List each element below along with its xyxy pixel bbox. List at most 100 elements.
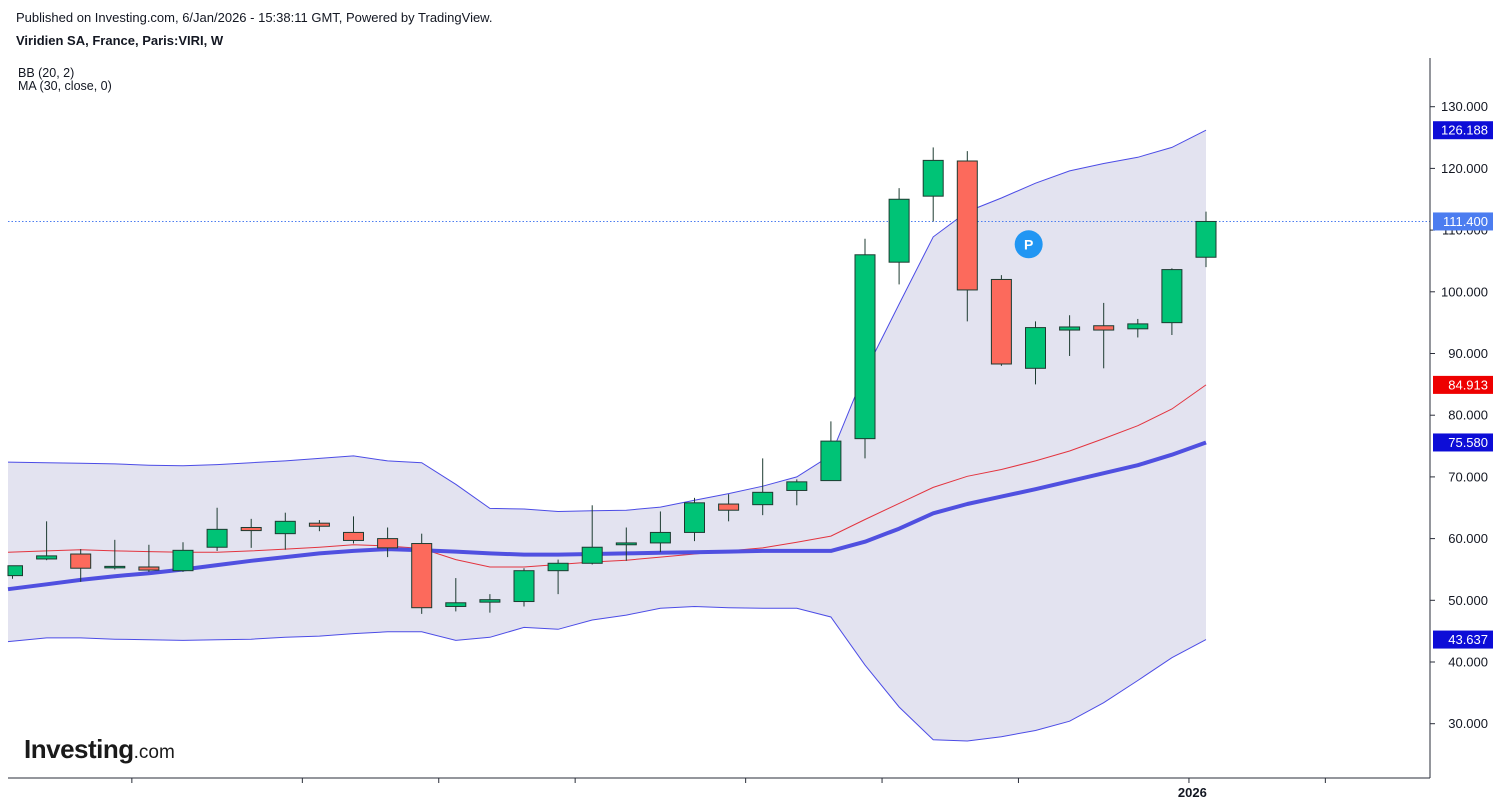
indicator-bb-label[interactable]: BB (20, 2) <box>18 66 75 80</box>
candle <box>7 565 23 579</box>
candle <box>956 151 978 322</box>
candle-body <box>70 553 92 569</box>
bb-upper-line <box>7 129 1207 513</box>
marker[interactable]: P <box>1014 230 1043 259</box>
candle <box>411 533 433 614</box>
candle-body <box>1195 220 1217 258</box>
candle <box>752 458 774 516</box>
bollinger-bands <box>7 129 1207 742</box>
candle-body <box>752 491 774 506</box>
candle-body <box>888 198 910 263</box>
candles <box>7 147 1217 614</box>
candle <box>36 521 58 561</box>
candle <box>615 527 637 561</box>
marker-circle[interactable] <box>1014 230 1043 259</box>
candle-body <box>479 599 501 603</box>
price-badge-label: 43.637 <box>1448 632 1488 647</box>
candle-body <box>1161 269 1183 324</box>
price-badge-label: 126.188 <box>1441 123 1488 138</box>
y-tick-label: 80.000 <box>1448 408 1488 423</box>
y-tick-label: 130.000 <box>1441 99 1488 114</box>
price-badge-label: 111.400 <box>1443 214 1488 229</box>
candle-body <box>7 565 23 577</box>
candle-body <box>513 570 535 603</box>
price-badge-bg <box>1433 121 1493 140</box>
candle <box>854 238 876 459</box>
candle-body <box>1025 327 1046 369</box>
price-badge-bg <box>1433 630 1493 649</box>
bb-basis-line <box>7 384 1207 568</box>
logo-main: Investing <box>24 734 134 764</box>
x-tick-label: 2026 <box>1178 785 1207 800</box>
candle-body <box>786 481 808 491</box>
y-tick-label: 70.000 <box>1448 469 1488 484</box>
candle <box>1195 211 1217 268</box>
candle-body <box>615 542 637 546</box>
candle <box>786 479 808 506</box>
candle <box>1127 318 1149 338</box>
candle-body <box>445 602 467 607</box>
price-badge: 126.188 <box>1433 121 1493 140</box>
candle <box>990 275 1012 366</box>
price-badge-label: 75.580 <box>1448 435 1488 450</box>
candle-body <box>138 566 160 571</box>
candle-body <box>922 159 944 197</box>
candle <box>1093 302 1115 369</box>
candle <box>343 516 364 544</box>
candle <box>1161 268 1183 335</box>
candle <box>1059 315 1081 356</box>
candle <box>104 539 126 570</box>
price-badge: 111.400 <box>1433 212 1493 231</box>
candle <box>138 544 160 572</box>
candle <box>1025 321 1046 385</box>
candle-body <box>820 440 842 482</box>
candle <box>581 505 603 565</box>
candle <box>649 511 671 553</box>
candle-body <box>854 254 876 440</box>
marker-label[interactable]: P <box>1024 236 1033 252</box>
candle-body <box>206 528 228 548</box>
candle <box>547 559 569 595</box>
axes: 30.000 40.000 50.000 60.000 70.000 80.000 90.0… <box>8 58 1488 800</box>
candle <box>888 188 910 285</box>
symbol-title: Viridien SA, France, Paris:VIRI, W <box>16 33 224 48</box>
candle-body <box>274 520 296 535</box>
price-badge-bg <box>1433 375 1493 394</box>
candle <box>820 421 842 482</box>
price-badge: 43.637 <box>1433 630 1493 649</box>
candle <box>308 520 330 532</box>
price-badge-bg <box>1433 212 1493 231</box>
price-badges: 126.188 111.400 84.913 75.580 43.637 <box>1433 121 1493 649</box>
candle <box>172 542 194 572</box>
candle <box>70 549 92 582</box>
candle-body <box>1093 325 1115 331</box>
price-badge-bg <box>1433 433 1493 452</box>
candle-body <box>411 543 433 609</box>
candle-body <box>684 502 705 533</box>
candle <box>206 507 228 551</box>
price-badge-label: 84.913 <box>1448 377 1488 392</box>
published-line: Published on Investing.com, 6/Jan/2026 -… <box>16 10 493 25</box>
indicator-lines <box>7 220 1430 592</box>
investing-logo: Investing.com <box>24 734 175 765</box>
candle <box>240 518 262 548</box>
price-badge: 75.580 <box>1433 433 1493 452</box>
candle-body <box>649 531 671 544</box>
ma-line <box>7 440 1207 592</box>
candle-body <box>104 565 126 569</box>
candle <box>274 512 296 550</box>
indicator-ma-label[interactable]: MA (30, close, 0) <box>18 79 112 93</box>
y-tick-label: 40.000 <box>1448 655 1488 670</box>
y-tick-label: 60.000 <box>1448 531 1488 546</box>
candle <box>479 594 501 613</box>
candle <box>718 494 740 522</box>
candle-body <box>240 526 262 532</box>
candle-body <box>172 549 194 572</box>
candle-body <box>547 562 569 572</box>
y-tick-label: 120.000 <box>1441 161 1488 176</box>
price-badge: 84.913 <box>1433 375 1493 394</box>
candle-body <box>581 546 603 564</box>
candle-body <box>1059 326 1081 331</box>
candle-body <box>990 278 1012 365</box>
